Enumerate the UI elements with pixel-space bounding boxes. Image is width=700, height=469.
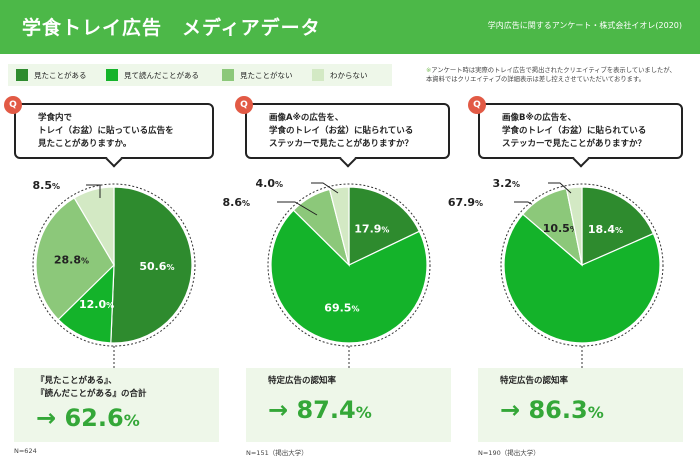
summary-unit: % xyxy=(123,411,140,430)
summary-line: 『見たことがある』、 xyxy=(36,376,117,386)
legend-label: わからない xyxy=(330,70,368,80)
pie-slice xyxy=(581,186,655,266)
pie-slice xyxy=(73,186,115,268)
slice-label: 4.0% xyxy=(255,177,283,190)
survey-source: 学内広告に関するアンケート・株式会社イオレ(2020) xyxy=(487,21,682,30)
summary-label: 特定広告の認知率 xyxy=(500,375,568,388)
summary-line: 『読んだことがある』の合計 xyxy=(36,389,147,399)
summary-value: → 86.3 xyxy=(500,396,588,424)
summary-box: 特定広告の認知率 → 86.3% xyxy=(478,368,683,442)
pie-outline xyxy=(500,183,664,347)
pie-slice xyxy=(270,209,428,344)
sample-size: N=624 xyxy=(14,447,37,455)
question-badge: Q xyxy=(4,96,22,114)
slice-label-unit: % xyxy=(52,182,60,191)
summary-total: → 62.6% xyxy=(36,404,140,432)
legend-item: 見たことがある xyxy=(16,69,87,81)
leader-line xyxy=(86,184,101,198)
pie-chart-2: 17.9% 69.5% 8.6% 4.0% xyxy=(222,177,431,369)
legend-label: 見たことがある xyxy=(34,70,87,80)
question-line: 画像B※の広告を、 xyxy=(502,113,577,123)
legend-swatch xyxy=(106,69,118,81)
summary-unit: % xyxy=(355,403,372,422)
question-badge: Q xyxy=(468,96,486,114)
legend-item: 見たことがない xyxy=(222,69,293,81)
slice-label-unit: % xyxy=(106,301,114,310)
slice-label: 8.5% xyxy=(32,179,60,192)
creative-note: ※アンケート時は実際のトレイ広告で掲出されたクリエイティブを表示していましたが、… xyxy=(426,66,696,84)
question-bubble: 画像B※の広告を、 学食のトレイ（お盆）に貼られている ステッカーで見たことがあ… xyxy=(478,103,683,168)
leader-line xyxy=(548,182,572,194)
pie-chart-3: 18.4% 67.9% 10.5% 3.2% xyxy=(448,177,664,369)
summary-label: 特定広告の認知率 xyxy=(268,375,336,388)
legend-label: 見て読んだことがある xyxy=(124,70,199,80)
summary-line: 特定広告の認知率 xyxy=(268,376,337,386)
leader-line xyxy=(311,182,339,194)
slice-label: 18.4% xyxy=(588,223,623,236)
question-line: 学食のトレイ（お盆）に貼られている xyxy=(269,126,414,136)
leader-line xyxy=(277,201,318,216)
slice-label: 8.6% xyxy=(222,196,250,209)
question-line: 画像A※の広告を、 xyxy=(269,113,344,123)
slice-label-unit: % xyxy=(351,304,359,313)
page-title: 学食トレイ広告 メディアデータ xyxy=(22,17,321,39)
question-bubble: 画像A※の広告を、 学食のトレイ（お盆）に貼られている ステッカーで見たことがあ… xyxy=(245,103,450,168)
slice-label: 67.9% xyxy=(448,196,483,209)
slice-label: 17.9% xyxy=(354,223,389,236)
summary-box: 特定広告の認知率 → 87.4% xyxy=(246,368,451,442)
summary-unit: % xyxy=(587,403,604,422)
question-line: 見たことがありますか。 xyxy=(38,139,132,149)
summary-value: → 87.4 xyxy=(268,396,356,424)
question-line: トレイ（お盆）に貼っている広告を xyxy=(38,126,174,136)
question-bubble: 学食内で トレイ（お盆）に貼っている広告を 見たことがありますか。 xyxy=(14,103,214,168)
summary-total: → 87.4% xyxy=(268,396,372,424)
question-line: ステッカーで見たことがありますか？ xyxy=(269,139,413,149)
summary-value: → 62.6 xyxy=(36,404,124,432)
pie-slice xyxy=(503,213,661,344)
header-bar: 学食トレイ広告 メディアデータ 学内広告に関するアンケート・株式会社イオレ(20… xyxy=(0,0,700,54)
slice-label-unit: % xyxy=(381,226,389,235)
note-mark: ※ xyxy=(426,67,432,74)
legend-item: 見て読んだことがある xyxy=(106,69,199,81)
slice-label: 10.5% xyxy=(543,222,578,235)
pie-slice xyxy=(348,186,421,266)
legend-swatch xyxy=(16,69,28,81)
slice-label: 12.0% xyxy=(79,298,114,311)
sample-size: N=190（掲出大学） xyxy=(478,449,540,457)
slice-label: 69.5% xyxy=(324,301,359,314)
legend-swatch xyxy=(222,69,234,81)
legend-label: 見たことがない xyxy=(240,70,293,80)
legend-swatch xyxy=(312,69,324,81)
pie-slice xyxy=(110,186,193,344)
slice-label-unit: % xyxy=(570,225,578,234)
slice-label-unit: % xyxy=(275,180,283,189)
note-line: アンケート時は実際のトレイ広告で掲出されたクリエイティブを表示していましたが、 xyxy=(431,67,676,74)
sample-size: N=151（掲出大学） xyxy=(246,449,308,457)
slice-label-unit: % xyxy=(615,226,623,235)
pie-slice xyxy=(35,197,115,321)
slice-label-unit: % xyxy=(512,180,520,189)
pie-outline xyxy=(32,183,196,347)
legend: 見たことがある 見て読んだことがある 見たことがない わからない xyxy=(8,64,392,86)
summary-label: 『見たことがある』、 『読んだことがある』の合計 xyxy=(36,375,147,401)
slice-label: 3.2% xyxy=(492,177,520,190)
slice-label-unit: % xyxy=(81,256,89,265)
slice-label: 50.6% xyxy=(139,260,174,273)
slice-label-unit: % xyxy=(166,263,174,272)
summary-line: 特定広告の認知率 xyxy=(500,376,569,386)
slice-label-unit: % xyxy=(242,199,250,208)
legend-item: わからない xyxy=(312,69,368,81)
summary-box: 『見たことがある』、 『読んだことがある』の合計 → 62.6% xyxy=(14,368,219,442)
question-line: ステッカーで見たことがありますか？ xyxy=(502,139,646,149)
pie-outline xyxy=(267,183,431,347)
pie-slice xyxy=(328,186,350,266)
note-line: 本資料ではクリエイティブの詳細表示は差し控えさせていただいております。 xyxy=(426,76,645,83)
question-badge: Q xyxy=(235,96,253,114)
question-line: 学食のトレイ（お盆）に貼られている xyxy=(502,126,647,136)
summary-total: → 86.3% xyxy=(500,396,604,424)
question-line: 学食内で xyxy=(38,113,73,123)
pie-chart-1: 50.6% 12.0% 28.8% 8.5% xyxy=(32,179,196,369)
slice-label: 28.8% xyxy=(54,253,89,266)
slice-label-unit: % xyxy=(475,199,483,208)
